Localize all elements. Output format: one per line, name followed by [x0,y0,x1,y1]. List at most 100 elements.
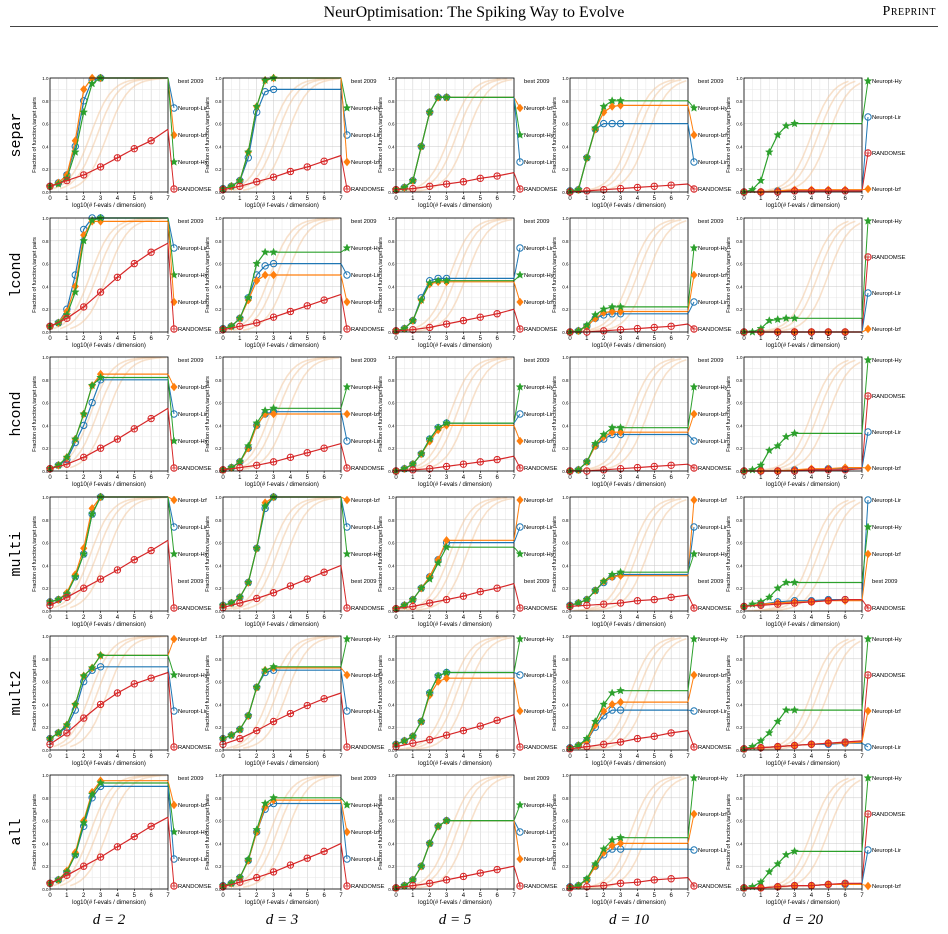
x-tick-label: 0 [742,893,746,899]
data-point [169,670,179,679]
data-point [343,131,351,139]
data-point [864,881,872,891]
plot-frame [395,77,515,193]
reference-curve [754,638,856,751]
legend-connector [340,443,348,469]
x-tick-label: 3 [99,475,103,481]
legend-entry: Neuropt-Lir [698,709,727,715]
x-tick-label: 0 [221,475,225,481]
y-tick-label: 0.8 [388,239,395,244]
legend-entry: Neuropt-Lir [524,246,553,252]
reference-curve [243,775,340,888]
y-tick-label: 1.0 [42,634,49,639]
x-tick-label: 1 [411,475,415,481]
data-point [170,855,178,863]
y-axis-label: Fraction of function,target pairs [552,794,558,870]
y-tick-label: 0.8 [215,378,222,383]
x-tick-label: 5 [133,336,137,342]
x-axis-label: log10(# f-evals / dimension) [72,622,146,628]
y-tick-label: 0.8 [736,239,743,244]
legend-entry: Neuropt-Hy [178,673,208,679]
x-axis-label: log10(# f-evals / dimension) [72,482,146,488]
y-axis-label: Fraction of function,target pairs [726,376,732,452]
legend-entry: Neuropt-Hy [351,637,381,643]
x-tick-label: 5 [479,196,483,202]
y-tick-label: 0.0 [215,609,222,614]
y-tick-label: 0.2 [42,167,49,172]
data-point [79,236,89,245]
data-point [408,459,418,468]
column-label: d = 2 [93,912,126,928]
data-point [79,549,89,558]
x-tick-label: 5 [306,893,310,899]
data-point [582,595,592,604]
x-tick-label: 3 [793,893,797,899]
x-tick-label: 5 [653,475,657,481]
x-tick-label: 2 [82,615,86,621]
x-tick-label: 2 [255,196,259,202]
x-tick-label: 5 [306,336,310,342]
legend-entry: Neuropt-Hy [524,385,554,391]
data-point [342,549,352,558]
data-point [243,711,253,720]
y-tick-label: 1.0 [736,355,743,360]
x-tick-label: 3 [99,893,103,899]
reference-curve [69,774,167,887]
y-tick-label: 0.8 [736,518,743,523]
x-tick-label: 0 [742,475,746,481]
legend-entry: Neuropt-Lir [524,673,553,679]
row-label-mult2: mult2 [8,670,25,715]
y-axis-label: Fraction of function,target pairs [32,97,38,173]
data-point [70,850,80,859]
data-point [608,119,616,128]
subplot-hcond-3: 0 1 2 3 4 5 6 7 0.0 0.2 0.4 0.6 0.8 1.0 log10(# f-eval… [552,355,732,488]
x-tick-label: 3 [445,615,449,621]
data-point [607,302,617,311]
y-tick-label: 1.0 [215,355,222,360]
reference-curve [59,217,162,330]
y-tick-label: 0.6 [736,680,743,685]
legend-entry: RANDOMSE [698,606,732,612]
x-tick-label: 3 [619,754,623,760]
y-tick-label: 0.8 [562,99,569,104]
y-tick-label: 0.0 [388,469,395,474]
y-tick-label: 0.8 [736,99,743,104]
x-tick-label: 4 [462,615,466,621]
data-point [608,700,616,709]
y-tick-label: 0.6 [388,401,395,406]
y-axis-label: Fraction of function,target pairs [32,655,38,731]
x-tick-label: 7 [166,336,170,342]
data-point [425,574,435,583]
x-tick-label: 4 [636,475,640,481]
reference-curve [416,636,513,750]
x-tick-label: 5 [653,754,657,760]
x-tick-label: 0 [48,615,52,621]
legend-entry: Neuropt-Hy [872,637,902,643]
x-tick-label: 3 [793,196,797,202]
x-tick-label: 1 [65,893,69,899]
x-tick-label: 6 [669,475,673,481]
y-tick-label: 1.0 [388,216,395,221]
y-tick-label: 0.0 [215,887,222,892]
reference-curve [580,79,682,193]
legend-entry: Neuropt-Lir [698,300,727,306]
y-tick-label: 0.4 [215,144,222,149]
x-axis-label: log10(# f-evals / dimension) [418,900,492,906]
y-tick-label: 0.0 [736,469,743,474]
y-tick-label: 0.4 [215,563,222,568]
x-tick-label: 0 [568,893,572,899]
data-point [773,716,783,726]
legend-entry: RANDOMSE [872,151,906,157]
data-point [408,731,418,740]
x-tick-label: 3 [272,615,276,621]
data-point [260,247,270,256]
legend-entry: RANDOMSE [351,745,385,751]
data-point [170,410,178,418]
y-tick-label: 1.0 [215,773,222,778]
reference-curve [226,217,328,331]
data-point [690,670,698,680]
y-tick-label: 1.0 [215,495,222,500]
y-axis-label: Fraction of function,target pairs [378,655,384,731]
row-label-separ: separ [8,112,25,157]
x-tick-label: 2 [255,754,259,760]
